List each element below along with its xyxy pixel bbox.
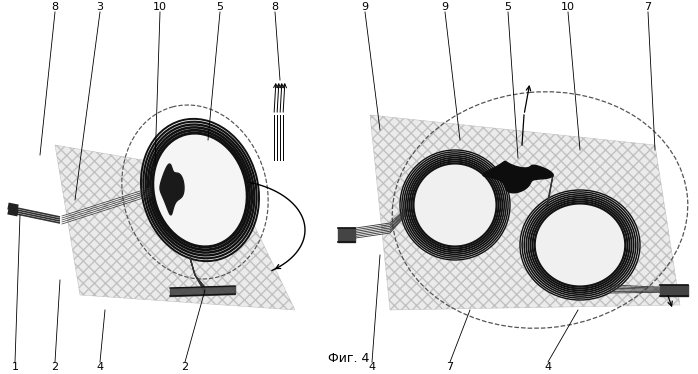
- Ellipse shape: [158, 139, 242, 241]
- Text: 1: 1: [11, 362, 19, 372]
- Text: 7: 7: [644, 2, 651, 12]
- Text: 8: 8: [272, 2, 279, 12]
- Text: 4: 4: [369, 362, 376, 372]
- Text: 9: 9: [362, 2, 369, 12]
- Ellipse shape: [408, 158, 503, 252]
- Ellipse shape: [148, 128, 252, 252]
- Text: 5: 5: [216, 2, 223, 12]
- Ellipse shape: [412, 162, 498, 248]
- Polygon shape: [55, 145, 295, 310]
- Ellipse shape: [526, 196, 634, 294]
- Text: 9: 9: [441, 2, 449, 12]
- Ellipse shape: [528, 198, 632, 292]
- Text: 10: 10: [561, 2, 575, 12]
- Ellipse shape: [406, 156, 504, 254]
- Text: 3: 3: [96, 2, 103, 12]
- Ellipse shape: [522, 192, 638, 298]
- Ellipse shape: [530, 200, 630, 290]
- Text: 2: 2: [181, 362, 188, 372]
- Ellipse shape: [535, 203, 625, 286]
- Ellipse shape: [146, 125, 254, 255]
- Text: 4: 4: [544, 362, 551, 372]
- Polygon shape: [370, 115, 680, 310]
- Polygon shape: [483, 162, 553, 193]
- Text: 7: 7: [447, 362, 454, 372]
- Ellipse shape: [150, 130, 250, 250]
- Text: 4: 4: [96, 362, 103, 372]
- Text: 10: 10: [153, 2, 167, 12]
- Ellipse shape: [524, 194, 636, 296]
- Polygon shape: [160, 164, 184, 215]
- Ellipse shape: [153, 133, 247, 247]
- Ellipse shape: [413, 163, 496, 246]
- Text: Фиг. 4: Фиг. 4: [328, 352, 370, 365]
- Ellipse shape: [533, 202, 628, 288]
- Ellipse shape: [143, 122, 257, 258]
- Text: 8: 8: [52, 2, 59, 12]
- Ellipse shape: [404, 154, 506, 256]
- Ellipse shape: [402, 152, 508, 258]
- Text: 2: 2: [52, 362, 59, 372]
- Text: 5: 5: [505, 2, 512, 12]
- Ellipse shape: [410, 160, 500, 250]
